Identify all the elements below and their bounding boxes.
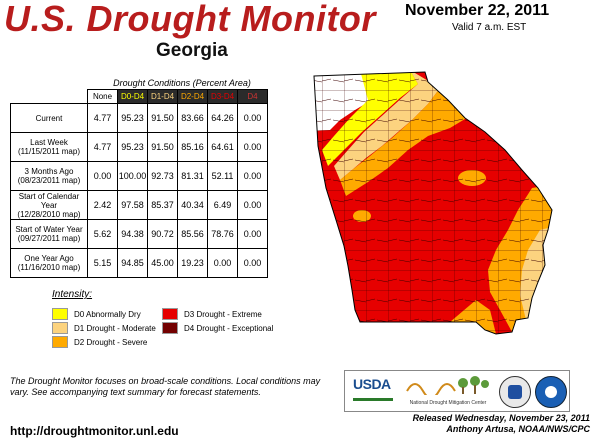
cell-value: 0.00 — [237, 190, 268, 220]
legend-swatch — [52, 322, 68, 334]
disclaimer-note: The Drought Monitor focuses on broad-sca… — [10, 376, 321, 397]
col-d0-d4: D0-D4 — [117, 89, 148, 104]
state-outline — [313, 71, 553, 335]
table-row: One Year Ago (11/16/2010 map) 5.15 94.85 … — [10, 248, 268, 278]
cell-value: 0.00 — [87, 161, 118, 191]
cell-value: 0.00 — [207, 248, 238, 278]
col-none: None — [87, 89, 118, 104]
table-row: Current 4.77 95.23 91.50 83.66 64.26 0.0… — [10, 103, 268, 133]
cell-value: 90.72 — [147, 219, 178, 249]
row-label: Current — [10, 103, 88, 133]
legend-item-d4: D4 Drought - Exceptional — [162, 322, 273, 334]
cell-value: 64.26 — [207, 103, 238, 133]
table-row: Start of Calendar Year (12/28/2010 map) 2… — [10, 190, 268, 220]
legend-item-d1: D1 Drought - Moderate — [52, 322, 156, 334]
drought-conditions-table: None D0-D4 D1-D4 D2-D4 D3-D4 D4 Current … — [10, 89, 268, 278]
table-header-row: None D0-D4 D1-D4 D2-D4 D3-D4 D4 — [11, 89, 268, 104]
legend-label: D2 Drought - Severe — [74, 337, 148, 347]
cell-value: 4.77 — [87, 103, 118, 133]
cell-value: 94.38 — [117, 219, 148, 249]
cell-value: 85.37 — [147, 190, 178, 220]
legend-label: D4 Drought - Exceptional — [184, 323, 274, 333]
cell-value: 92.73 — [147, 161, 178, 191]
cell-value: 40.34 — [177, 190, 208, 220]
cell-value: 100.00 — [117, 161, 148, 191]
cell-value: 45.00 — [147, 248, 178, 278]
release-date: Released Wednesday, November 23, 2011 — [412, 413, 590, 423]
row-label: Start of Water Year (09/27/2011 map) — [10, 219, 88, 249]
map-title: U.S. Drought Monitor — [4, 0, 376, 39]
cell-value: 0.00 — [237, 219, 268, 249]
valid-time: Valid 7 a.m. EST — [452, 22, 527, 33]
cell-value: 0.00 — [237, 132, 268, 162]
cell-value: 6.49 — [207, 190, 238, 220]
website-link[interactable]: http://droughtmonitor.unl.edu — [10, 424, 179, 438]
legend-label: D3 Drought - Extreme — [184, 309, 262, 319]
legend-item-d3: D3 Drought - Extreme — [162, 308, 262, 320]
row-label: Start of Calendar Year (12/28/2010 map) — [10, 190, 88, 220]
cell-value: 64.61 — [207, 132, 238, 162]
cell-value: 52.11 — [207, 161, 238, 191]
cell-value: 85.56 — [177, 219, 208, 249]
legend-item-d2: D2 Drought - Severe — [52, 336, 147, 348]
ndmc-icon — [406, 376, 489, 399]
table-corner — [11, 90, 88, 104]
doc-seal-icon — [499, 376, 531, 408]
map-date: November 22, 2011 — [405, 2, 550, 19]
cell-value: 78.76 — [207, 219, 238, 249]
col-d3-d4: D3-D4 — [207, 89, 238, 104]
row-label: Last Week (11/15/2011 map) — [10, 132, 88, 162]
cell-value: 4.77 — [87, 132, 118, 162]
row-label: 3 Months Ago (08/23/2011 map) — [10, 161, 88, 191]
cell-value: 0.00 — [237, 161, 268, 191]
cell-value: 83.66 — [177, 103, 208, 133]
table-caption: Drought Conditions (Percent Area) — [113, 78, 251, 88]
legend-swatch — [52, 336, 68, 348]
release-info: Released Wednesday, November 23, 2011 An… — [380, 413, 590, 435]
cell-value: 19.23 — [177, 248, 208, 278]
ndmc-logo: National Drought Mitigation Center — [405, 375, 491, 407]
legend-swatch — [162, 308, 178, 320]
state-name: Georgia — [156, 40, 228, 61]
cell-value: 5.62 — [87, 219, 118, 249]
cell-value: 95.23 — [117, 103, 148, 133]
col-d1-d4: D1-D4 — [147, 89, 178, 104]
table-row: Last Week (11/15/2011 map) 4.77 95.23 91.… — [10, 132, 268, 162]
legend-label: D1 Drought - Moderate — [74, 323, 156, 333]
partner-logos: USDA National Drought Mitigation Center — [344, 370, 570, 412]
cell-value: 2.42 — [87, 190, 118, 220]
legend-swatch — [52, 308, 68, 320]
cell-value: 85.16 — [177, 132, 208, 162]
county-lines — [314, 72, 552, 334]
cell-value: 0.00 — [237, 103, 268, 133]
georgia-drought-map — [313, 71, 553, 335]
col-d4: D4 — [237, 89, 268, 104]
cell-value: 97.58 — [117, 190, 148, 220]
usda-logo: USDA — [353, 376, 393, 406]
cell-value: 5.15 — [87, 248, 118, 278]
cell-value: 91.50 — [147, 132, 178, 162]
cell-value: 94.85 — [117, 248, 148, 278]
legend-title: Intensity: — [52, 289, 93, 300]
row-label: One Year Ago (11/16/2010 map) — [10, 248, 88, 278]
drought-regions — [314, 72, 552, 334]
legend-label: D0 Abnormally Dry — [74, 309, 141, 319]
cell-value: 91.50 — [147, 103, 178, 133]
noaa-logo-icon — [535, 376, 567, 408]
table-row: Start of Water Year (09/27/2011 map) 5.62… — [10, 219, 268, 249]
col-d2-d4: D2-D4 — [177, 89, 208, 104]
table-row: 3 Months Ago (08/23/2011 map) 0.00 100.00… — [10, 161, 268, 191]
author: Anthony Artusa, NOAA/NWS/CPC — [446, 424, 590, 434]
legend-swatch — [162, 322, 178, 334]
legend-item-d0: D0 Abnormally Dry — [52, 308, 141, 320]
cell-value: 0.00 — [237, 248, 268, 278]
cell-value: 95.23 — [117, 132, 148, 162]
cell-value: 81.31 — [177, 161, 208, 191]
